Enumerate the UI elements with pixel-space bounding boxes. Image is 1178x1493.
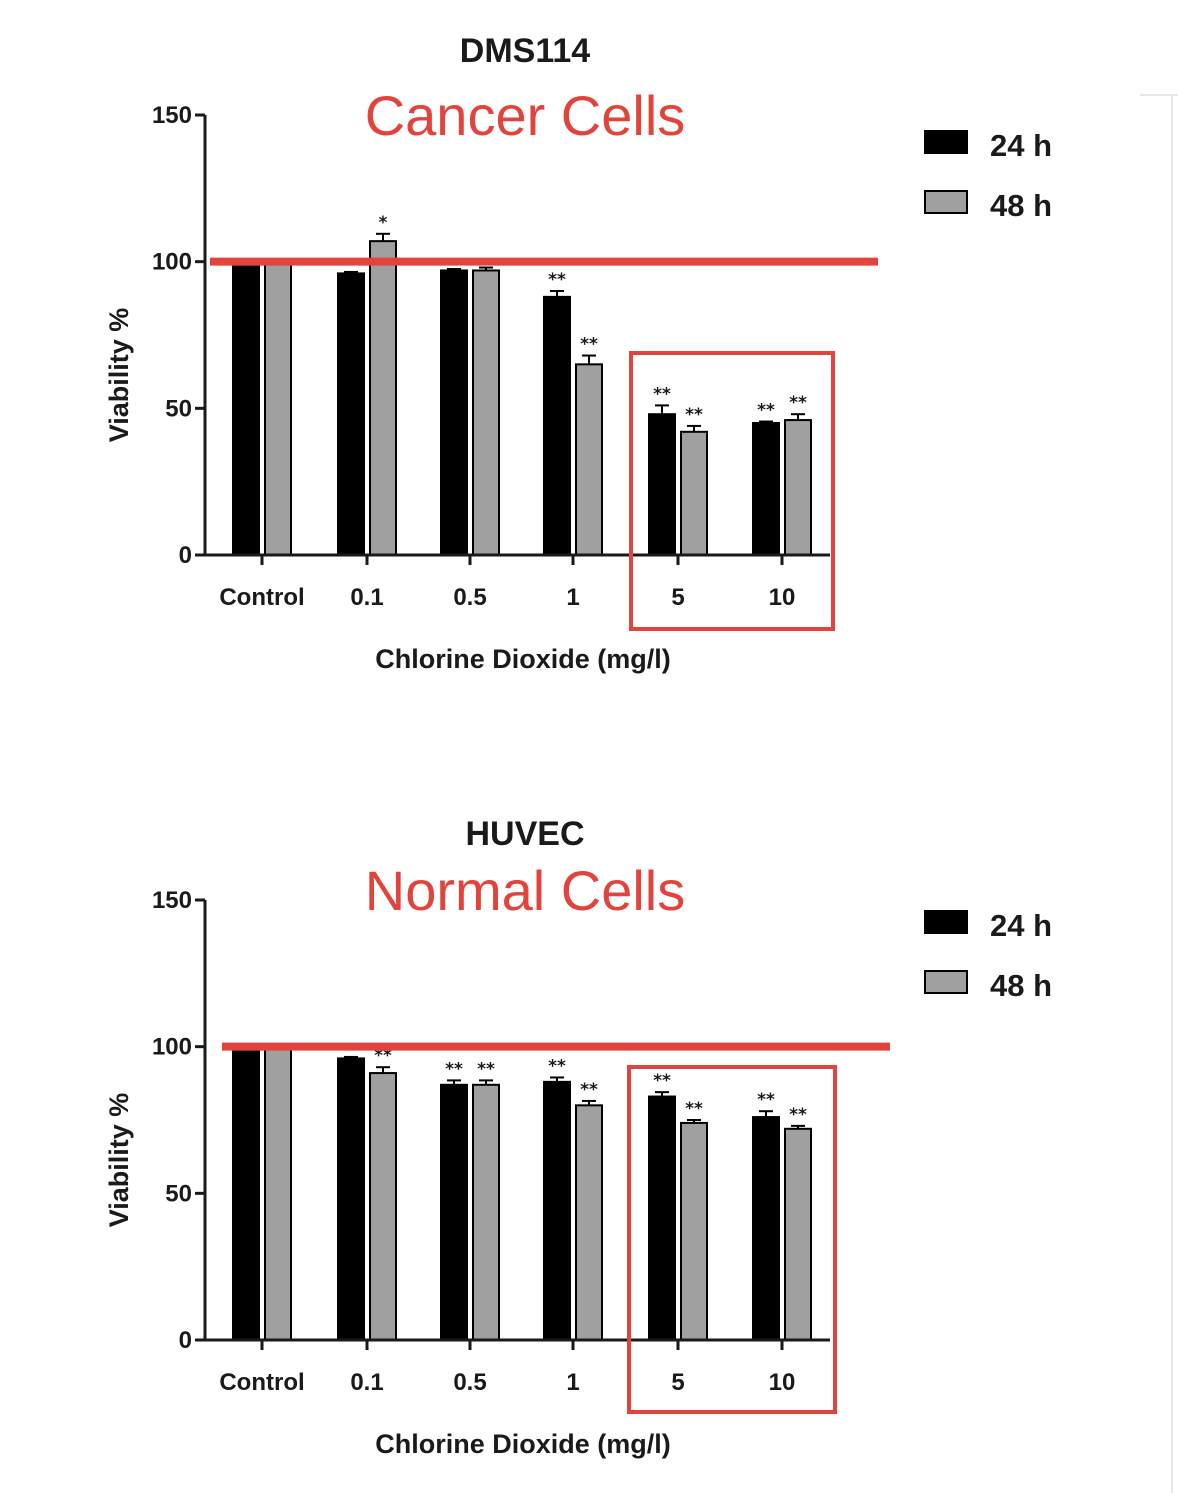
annotation-title: Normal Cells: [365, 859, 686, 922]
y-tick-label: 100: [152, 1034, 192, 1061]
x-tick-label: Control: [219, 1369, 304, 1396]
significance-marker: **: [789, 393, 807, 413]
x-tick-label: Control: [219, 584, 304, 611]
bar-24h-0.1: [337, 272, 365, 556]
legend-label: 48 h: [990, 968, 1052, 1003]
bar-24h-1: [543, 295, 571, 556]
x-tick-label: 10: [769, 1369, 796, 1396]
significance-marker: **: [374, 1046, 392, 1066]
bar-24h-Control: [232, 1045, 260, 1341]
bar-48h-5: [680, 1121, 708, 1342]
legend-label: 48 h: [990, 188, 1052, 223]
significance-marker: **: [548, 270, 566, 290]
y-tick-label: 0: [179, 542, 192, 569]
significance-marker: **: [548, 1056, 566, 1076]
legend-swatch-24h: [924, 910, 968, 934]
bar-48h-0.5: [472, 269, 500, 556]
bar-48h-1: [575, 363, 603, 557]
legend-label: 24 h: [990, 908, 1052, 943]
significance-marker: **: [477, 1059, 495, 1079]
bar-24h-10: [752, 422, 780, 556]
significance-marker: **: [653, 384, 671, 404]
legend-swatch-48h: [924, 970, 968, 994]
x-tick-label: 1: [566, 1369, 579, 1396]
x-tick-label: 5: [671, 584, 684, 611]
x-tick-label: 5: [671, 1369, 684, 1396]
bar-48h-Control: [264, 260, 292, 556]
bar-48h-10: [784, 1127, 812, 1342]
bar-48h-0.1: [369, 240, 397, 556]
y-axis-label: Viability %: [104, 1093, 134, 1228]
bar-48h-10: [784, 419, 812, 557]
bar-48h-0.1: [369, 1072, 397, 1341]
bar-24h-0.5: [440, 1083, 468, 1342]
x-tick-label: 0.5: [453, 584, 486, 611]
bar-24h-10: [752, 1116, 780, 1341]
bar-24h-0.1: [337, 1057, 365, 1342]
significance-marker: **: [757, 401, 775, 421]
bar-48h-Control: [264, 1045, 292, 1341]
highlight-box: [629, 351, 835, 631]
y-tick-label: 0: [179, 1327, 192, 1354]
bar-48h-1: [575, 1104, 603, 1342]
significance-marker: **: [445, 1059, 463, 1079]
bar-24h-5: [648, 413, 676, 557]
x-tick-label: 0.1: [350, 1369, 383, 1396]
x-tick-label: 0.5: [453, 1369, 486, 1396]
x-tick-label: 0.1: [350, 584, 383, 611]
x-tick-label: 10: [769, 584, 796, 611]
x-axis-label: Chlorine Dioxide (mg/l): [375, 1429, 671, 1459]
significance-marker: **: [685, 405, 703, 425]
bar-24h-Control: [232, 260, 260, 556]
bar-24h-5: [648, 1095, 676, 1341]
y-tick-label: 150: [152, 102, 192, 129]
legend-swatch-24h: [924, 130, 968, 154]
legend-label: 24 h: [990, 128, 1052, 163]
bar-48h-0.5: [472, 1083, 500, 1342]
bar-24h-0.5: [440, 269, 468, 556]
y-tick-label: 100: [152, 249, 192, 276]
bar-24h-1: [543, 1080, 571, 1342]
y-axis-label: Viability %: [104, 308, 134, 443]
x-axis-label: Chlorine Dioxide (mg/l): [375, 644, 671, 674]
y-tick-label: 150: [152, 887, 192, 914]
significance-marker: **: [580, 335, 598, 355]
x-tick-label: 1: [566, 584, 579, 611]
chart-title: DMS114: [460, 32, 590, 70]
y-tick-label: 50: [165, 395, 192, 422]
y-tick-label: 50: [165, 1180, 192, 1207]
significance-marker: **: [653, 1071, 671, 1091]
significance-marker: *: [379, 213, 388, 233]
chart-title: HUVEC: [465, 815, 584, 853]
annotation-title: Cancer Cells: [365, 84, 686, 147]
legend-swatch-48h: [924, 190, 968, 214]
significance-marker: **: [757, 1090, 775, 1110]
significance-marker: **: [685, 1099, 703, 1119]
chart-panel-2: HUVEC Normal Cells 0 50 100 150 Viability % ** *…: [104, 815, 1052, 1459]
highlight-box: [627, 1065, 837, 1414]
significance-marker: **: [580, 1080, 598, 1100]
bar-48h-5: [680, 430, 708, 556]
significance-marker: **: [789, 1105, 807, 1125]
